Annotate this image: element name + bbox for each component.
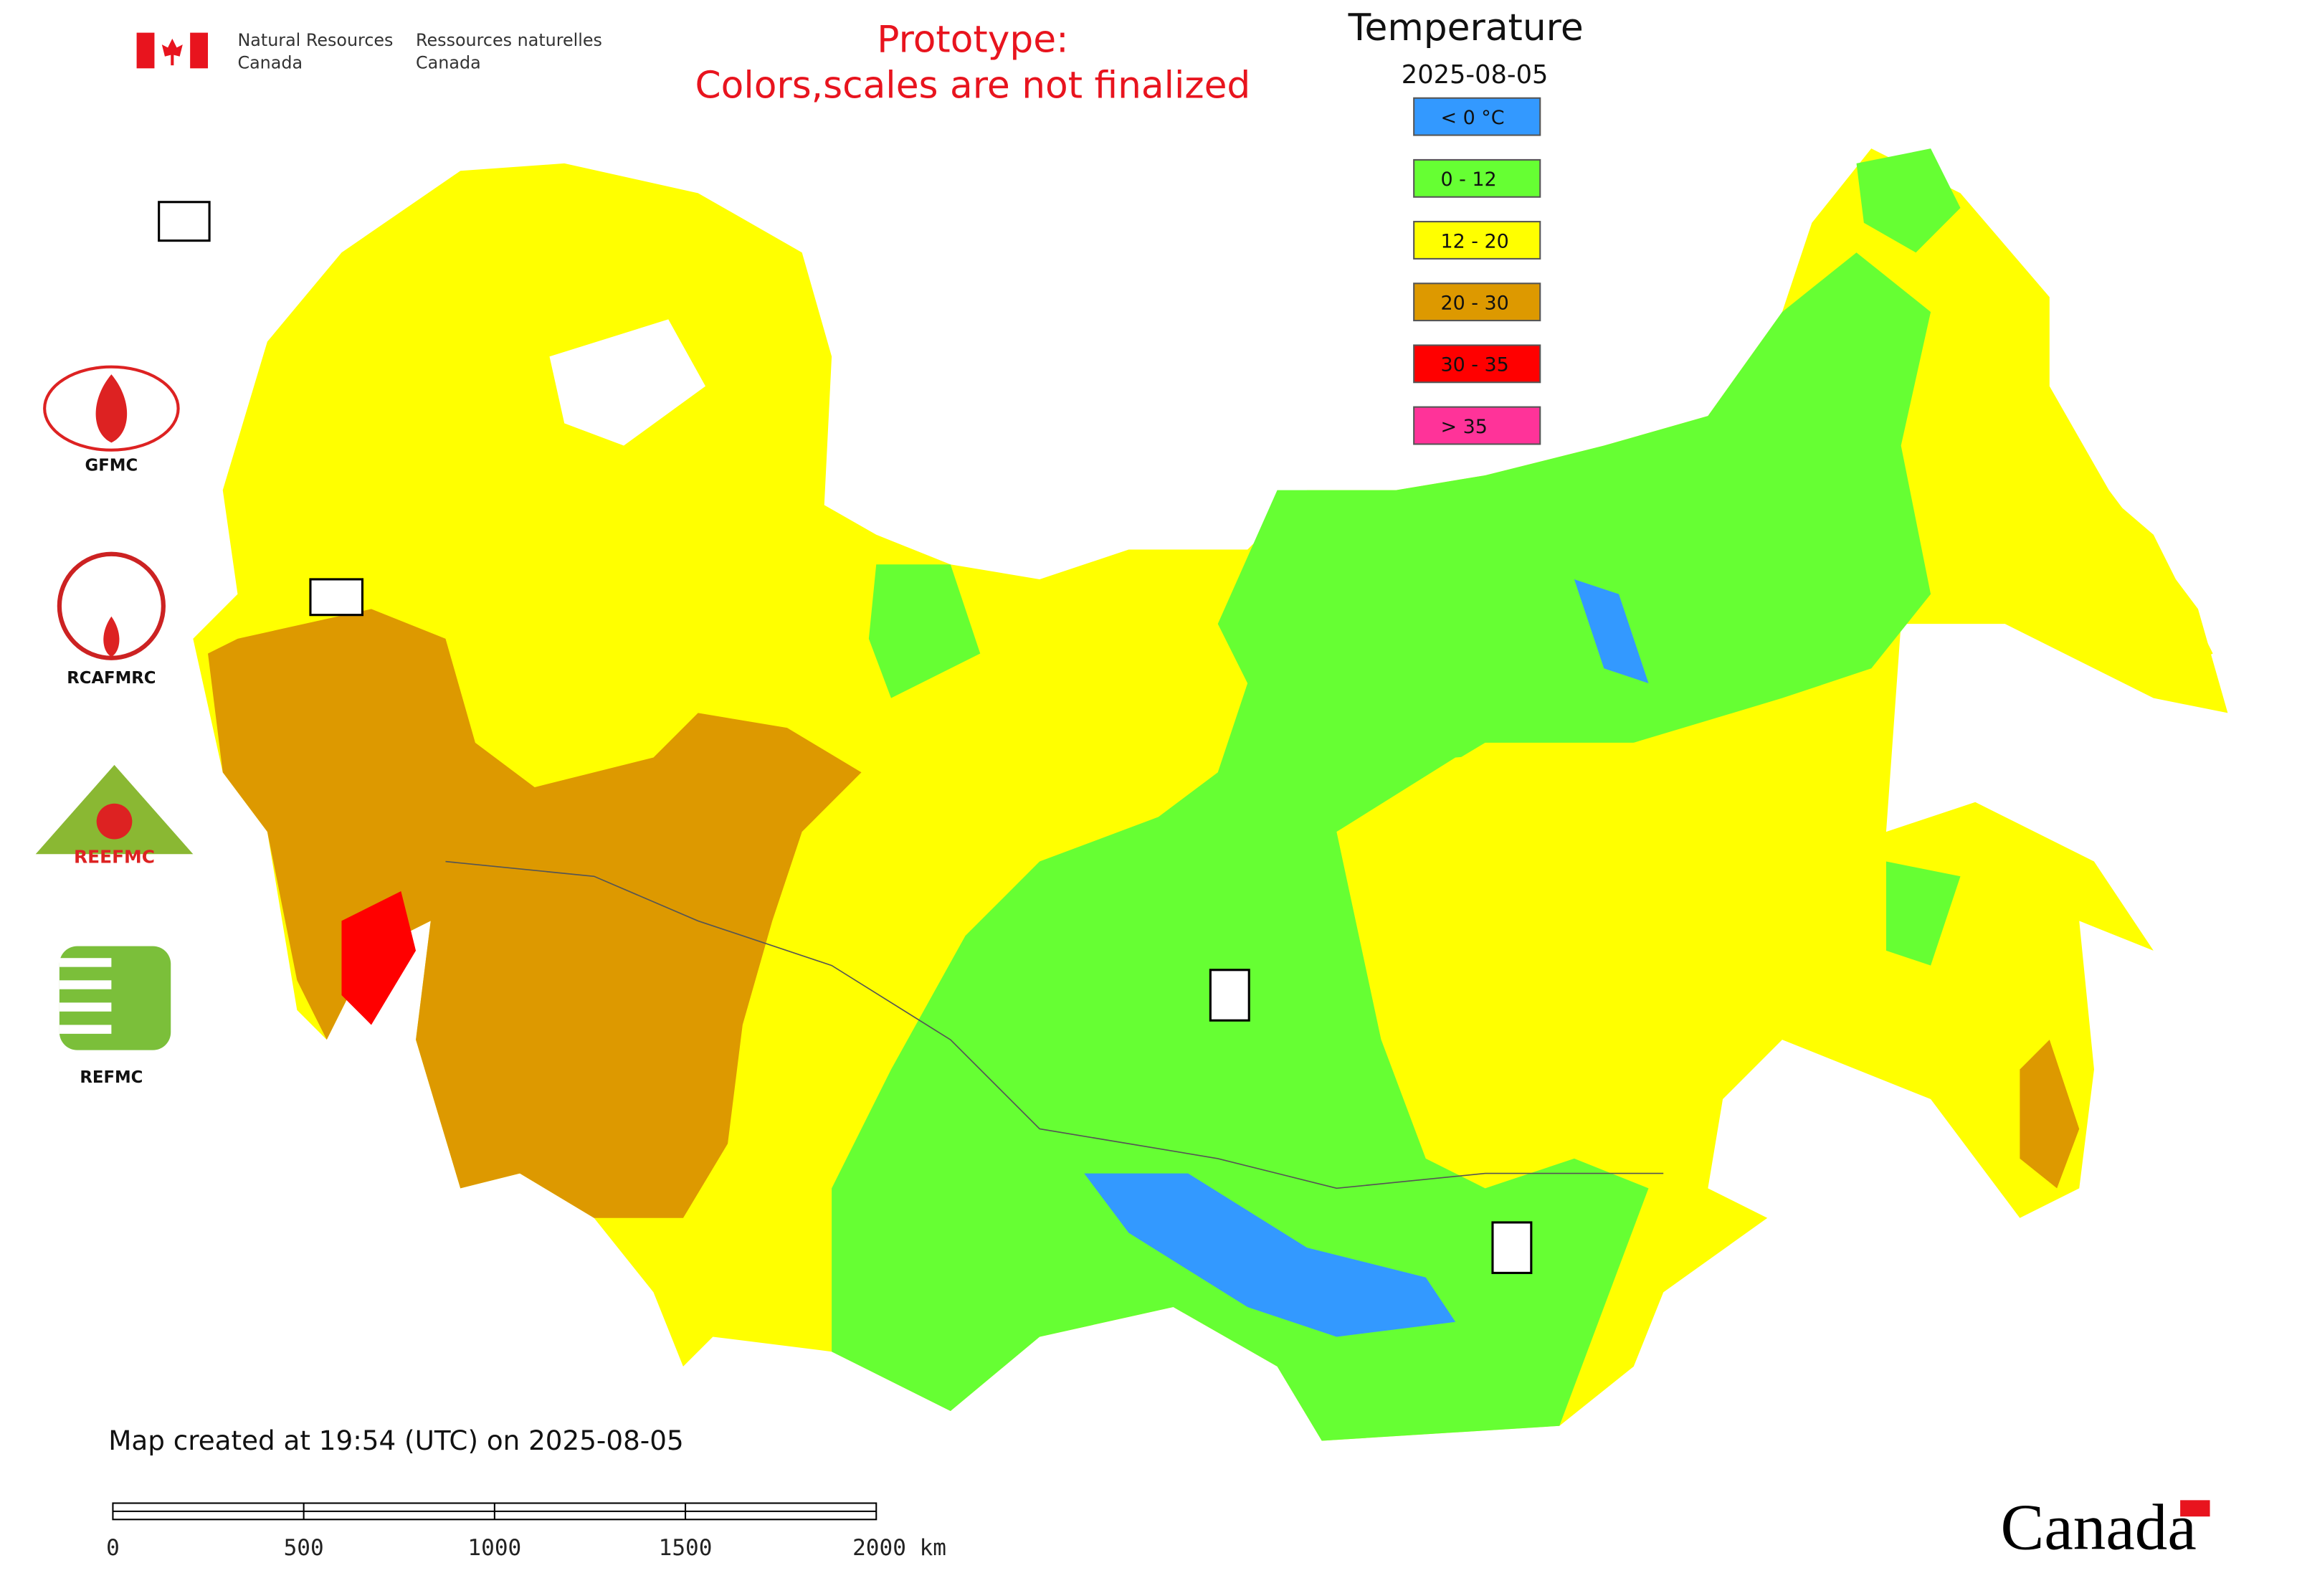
temperature-map: [193, 148, 2228, 1441]
footer-note: Map created at 19:54 (UTC) on 2025-08-05: [108, 1425, 683, 1456]
region: [1856, 148, 1961, 253]
region: [2020, 1040, 2080, 1189]
agency-fr: Canada: [416, 52, 481, 72]
legend-label: 12 - 20: [1440, 230, 1508, 252]
notice: Colors,scales are not finalized: [695, 65, 1251, 108]
scale-label: 2000 km: [852, 1535, 946, 1561]
scale-label: 0: [106, 1535, 120, 1561]
legend-swatch: [1413, 406, 1541, 445]
agency-en: Canada: [237, 52, 303, 72]
logo-gfmc: GFMC: [43, 365, 180, 475]
region: [1885, 861, 1961, 966]
region: [1989, 430, 2213, 669]
region: [341, 890, 417, 1025]
notice: Prototype:: [877, 19, 1068, 62]
station-icons: [158, 201, 1533, 1274]
logo-label: REFMC: [80, 1068, 143, 1087]
legend-swatch: [1413, 282, 1541, 322]
agency-en: Natural Resources: [237, 30, 393, 50]
legend: < 0 °C 0 - 12 12 - 20 20 - 30 30 - 35 > 35: [1413, 97, 1541, 445]
legend-label: 20 - 30: [1440, 293, 1508, 315]
scale-label: 1000: [467, 1535, 521, 1561]
region: [208, 609, 862, 1218]
wordmark-flag: [2180, 1500, 2210, 1517]
legend-label: < 0 °C: [1440, 107, 1504, 129]
legend-swatch: [1413, 221, 1541, 260]
logo-label: REEFMC: [74, 847, 155, 868]
logo-label: GFMC: [85, 457, 138, 475]
logo-refmc: REFMC: [59, 946, 171, 1087]
logo-rcafmrc: RCAFMRC: [57, 551, 166, 688]
region: [832, 252, 1931, 1441]
legend-date: 2025-08-05: [1402, 60, 1549, 90]
legend-label: > 35: [1440, 416, 1487, 438]
lake: [549, 319, 706, 446]
legend-label: 30 - 35: [1440, 354, 1508, 376]
region: [1574, 579, 1649, 683]
scale-label: 500: [284, 1535, 324, 1561]
legend-swatch: [1413, 158, 1541, 198]
legend-swatch: [1413, 97, 1541, 136]
logo-label: RCAFMRC: [67, 669, 156, 688]
agency-fr: Ressources naturelles: [416, 30, 602, 50]
region: [1336, 742, 1872, 1040]
flag: [136, 32, 209, 69]
wordmark: Canada: [2001, 1491, 2197, 1564]
region: [868, 564, 981, 698]
legend-label: 0 - 12: [1440, 168, 1496, 191]
legend-swatch: [1413, 344, 1541, 384]
scale-label: 1500: [659, 1535, 713, 1561]
region: [1084, 1173, 1456, 1337]
scale-bar: 0 500 1000 1500 2000 km: [106, 1502, 946, 1561]
legend-title: Temperature: [1348, 6, 1584, 49]
logo-reefmc: REEFMC: [35, 764, 194, 868]
